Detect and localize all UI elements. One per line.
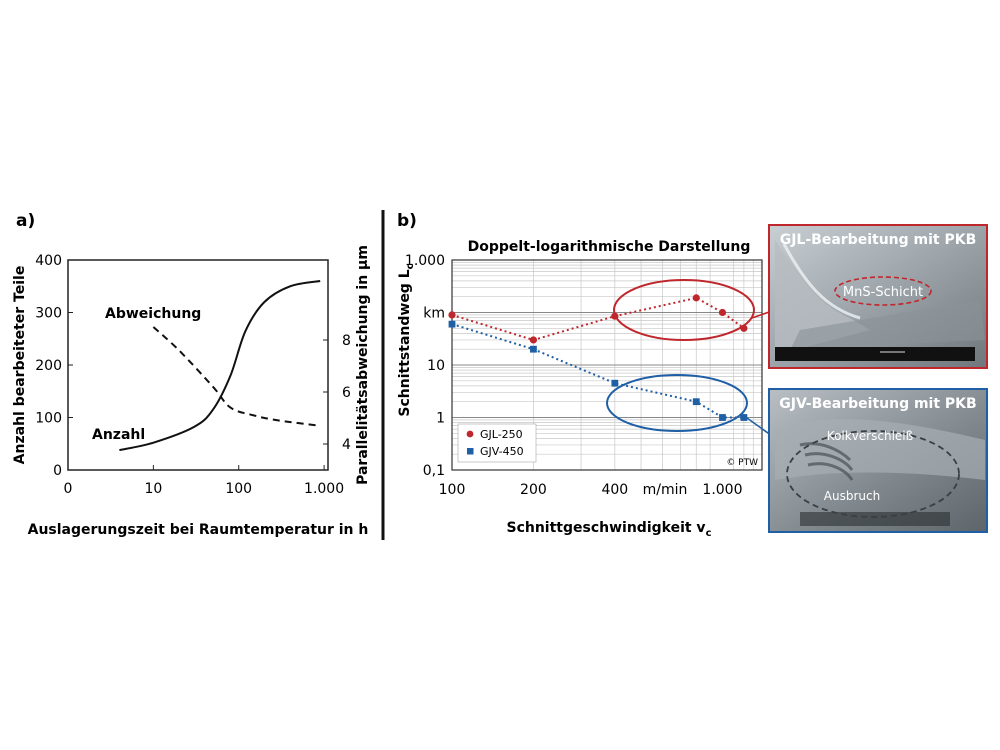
photo-gjv-wear-marks — [799, 442, 854, 481]
panel-b-chart: b) Doppelt-logarithmische Darstellung 10… — [397, 211, 828, 539]
panel-b-title: Doppelt-logarithmische Darstellung — [468, 239, 751, 255]
y-left-tick-label: 200 — [35, 358, 62, 374]
data-point-gjv-450 — [448, 320, 456, 328]
curve-label-anzahl: Anzahl — [92, 427, 145, 443]
y-tick-label: 0,1 — [423, 463, 445, 479]
series-line-gjl-250 — [451, 296, 745, 342]
y-tick-label: 10 — [427, 358, 445, 374]
x-tick-label: 100 — [225, 481, 252, 497]
copyright-note: © PTW — [726, 458, 758, 468]
panel-b-y-axis-label: Schnittstandweg Lc — [397, 263, 416, 416]
panel-a-y-right-ticks: 4 6 8 — [323, 333, 351, 453]
legend-marker-gjl-250 — [466, 430, 474, 438]
photo-gjv-label-ausbruch: Ausbruch — [824, 489, 880, 503]
series-line-abweichung — [152, 326, 321, 427]
highlight-ellipse-gjl — [613, 279, 755, 341]
y-left-tick-label: 100 — [35, 411, 62, 427]
panel-b-legend: GJL-250 GJV-450 — [457, 423, 537, 463]
panel-b-frame — [451, 259, 763, 471]
photo-gjl-micrograph: GJL-Bearbeitung mit PKB MnS-Schicht — [768, 224, 988, 369]
data-point-gjv-450 — [692, 398, 700, 406]
data-point-gjl-250 — [529, 336, 538, 344]
panel-a-x-ticks: 0 10 100 1.000 — [64, 465, 344, 497]
panel-b-x-axis-label: Schnittgeschwindigkeit vc — [506, 520, 711, 539]
data-point-gjv-450 — [740, 414, 748, 421]
photo-gjl-title: GJL-Bearbeitung mit PKB — [780, 232, 977, 248]
legend-label-gjl-250: GJL-250 — [480, 428, 523, 441]
photo-gjl-edge-highlight — [782, 243, 861, 320]
data-point-gjl-250 — [718, 308, 727, 317]
legend-box — [457, 423, 537, 463]
x-tick-label: 200 — [520, 482, 547, 498]
panel-b-x-unit: m/min — [643, 482, 688, 498]
x-tick-label: 0 — [64, 481, 73, 497]
panel-a-y-left-axis-label: Anzahl bearbeiteter Teile — [12, 266, 28, 465]
photo-gjv-title: GJV-Bearbeitung mit PKB — [779, 396, 976, 412]
y-right-tick-label: 8 — [342, 333, 351, 349]
highlight-ellipse-gjv — [606, 374, 748, 432]
panel-a-x-axis-label: Auslagerungszeit bei Raumtemperatur in h — [28, 522, 369, 538]
panel-b-x-ticks: 100 200 400 1.000 — [439, 482, 743, 498]
photo-gjv-label-kolkverschleiss: Kolkverschleiß — [827, 429, 914, 443]
y-right-tick-label: 4 — [342, 437, 351, 453]
y-right-tick-label: 6 — [342, 385, 351, 401]
x-tick-label: 10 — [144, 481, 162, 497]
panel-a-y-left-ticks: 0 100 200 300 400 — [35, 253, 73, 479]
panel-b-y-ticks: 0,1 1 10 km 1.000 — [405, 253, 445, 479]
data-point-gjv-450 — [530, 345, 537, 353]
photo-gjl-mns-ellipse — [834, 276, 932, 306]
y-tick-label: 1 — [436, 411, 445, 427]
panel-a-y-right-axis-label: Parallelitätsabweichung in µm — [355, 245, 371, 485]
y-tick-label: km — [423, 306, 445, 322]
curve-label-abweichung: Abweichung — [105, 306, 201, 322]
data-point-gjl-250 — [448, 311, 456, 319]
series-line-anzahl — [119, 280, 321, 452]
panel-a-label: a) — [16, 211, 35, 231]
y-tick-label: 1.000 — [405, 253, 445, 269]
x-tick-label: 100 — [439, 482, 466, 498]
photo-gjl-label-mns: MnS-Schicht — [843, 285, 923, 300]
data-point-gjl-250 — [692, 294, 700, 302]
data-point-gjv-450 — [611, 379, 619, 387]
panel-a-chart: a) 0 10 100 1.000 0 100 200 300 400 4 6 8 Abweich… — [12, 211, 371, 538]
photo-gjv-scalebar — [800, 512, 950, 526]
x-tick-label: 1.000 — [304, 481, 344, 497]
panel-b-label: b) — [397, 211, 417, 231]
series-line-gjv-450 — [451, 323, 744, 419]
legend-label-gjv-450: GJV-450 — [480, 445, 524, 458]
photo-gjv-micrograph: GJV-Bearbeitung mit PKB Kolkverschleiß A… — [768, 388, 988, 533]
photo-gjl-scalebar — [775, 347, 975, 361]
photo-gjv-wear-ellipse — [786, 430, 960, 518]
x-tick-label: 400 — [601, 482, 628, 498]
data-point-gjv-450 — [719, 414, 726, 421]
photo-gjl-surface — [790, 300, 985, 350]
legend-marker-gjv-450 — [467, 448, 474, 455]
y-left-tick-label: 300 — [35, 306, 62, 322]
y-left-tick-label: 0 — [53, 463, 62, 479]
y-left-tick-label: 400 — [35, 253, 62, 269]
x-tick-label: 1.000 — [702, 482, 742, 498]
